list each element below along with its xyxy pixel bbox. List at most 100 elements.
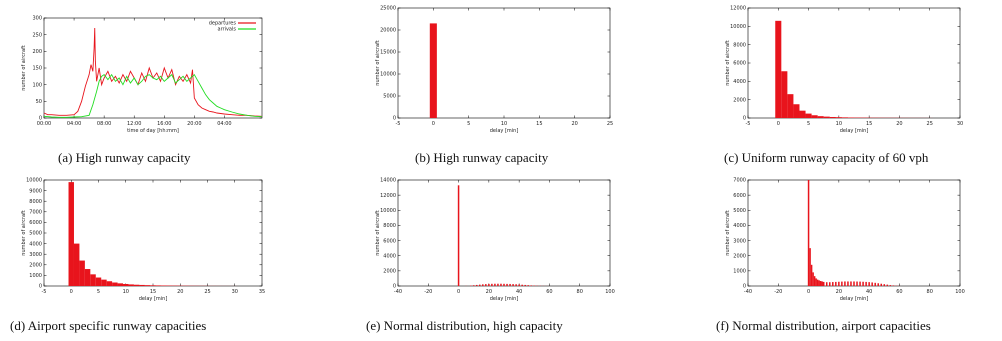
x-tick-label: 0	[70, 289, 73, 295]
bar	[793, 104, 800, 118]
x-tick-label: 20	[896, 121, 902, 127]
x-axis-label: time of day [hh:mm]	[127, 128, 179, 134]
y-tick-label: 2000	[733, 253, 746, 259]
y-tick-label: 10000	[730, 24, 746, 30]
bar	[889, 285, 892, 286]
x-tick-label: 12:00	[127, 121, 141, 127]
x-tick-label: -40	[394, 289, 402, 295]
bar	[106, 281, 113, 286]
bar	[799, 110, 806, 118]
bar	[886, 284, 889, 286]
bar	[829, 282, 831, 286]
y-tick-label: 250	[32, 32, 42, 38]
chart-f-svg: -40 -20 0 20 40 60 80 1000100020003000400050006…	[725, 178, 965, 302]
x-axis-label: delay [min]	[840, 128, 869, 134]
bar	[821, 281, 823, 286]
bar	[472, 285, 475, 286]
bar	[503, 283, 505, 286]
bar	[807, 180, 810, 286]
y-tick-label: 0	[39, 116, 42, 122]
bar	[815, 278, 817, 286]
x-tick-label: 0	[777, 121, 780, 127]
bar	[835, 117, 842, 118]
y-tick-label: 6000	[733, 61, 746, 67]
x-tick-label: 04:00	[67, 121, 81, 127]
bar	[847, 117, 854, 118]
bar	[482, 284, 484, 286]
x-axis-label: delay [min]	[840, 296, 869, 302]
x-tick-label: 100	[955, 289, 965, 295]
y-tick-label: 0	[743, 284, 746, 290]
chart-a: 00:00 04:00 08:00 12:00 16:00 20:00 04:00 0 50 10…	[14, 12, 272, 142]
bar	[457, 185, 460, 286]
bar	[73, 243, 80, 286]
x-tick-label: 40	[866, 289, 872, 295]
y-tick-label: 6000	[733, 193, 746, 199]
x-tick-label: 16:00	[157, 121, 171, 127]
bar	[805, 113, 812, 118]
y-tick-label: 3000	[733, 238, 746, 244]
x-tick-label: 25	[927, 121, 933, 127]
bar	[117, 283, 124, 286]
bar	[810, 264, 813, 286]
caption-e: (e) Normal distribution, high capacity	[366, 318, 563, 333]
y-tick-label: 0	[39, 284, 42, 290]
x-tick-label: 0	[807, 289, 810, 295]
bar	[68, 182, 74, 286]
x-tick-label: -20	[774, 289, 782, 295]
bar	[813, 276, 816, 286]
bar	[775, 20, 782, 118]
y-tick-label: 5000	[29, 231, 42, 237]
bar	[832, 282, 834, 286]
bar	[868, 282, 870, 286]
y-tick-label: 2000	[733, 97, 746, 103]
x-tick-label: 80	[577, 289, 583, 295]
bar	[892, 285, 895, 286]
x-tick-label: -40	[744, 289, 752, 295]
y-tick-label: 4000	[383, 253, 396, 259]
bar	[128, 284, 134, 286]
bar	[101, 279, 107, 286]
y-tick-label: 2000	[29, 263, 42, 269]
x-tick-label: 15	[150, 289, 156, 295]
bar	[847, 281, 849, 286]
y-tick-label: 0	[393, 284, 396, 290]
chart-b-svg: -5 0 5 10 15 20 250500010000150002000025000del…	[375, 6, 613, 134]
bar	[509, 283, 511, 286]
plot-frame	[397, 7, 611, 119]
x-tick-label: 10	[501, 121, 507, 127]
y-tick-label: 12000	[380, 193, 396, 199]
caption-a: (a) High runway capacity	[58, 150, 191, 165]
y-tick-label: 8000	[383, 223, 396, 229]
y-tick-label: 300	[32, 16, 42, 22]
bar	[521, 284, 523, 286]
y-tick-label: 0	[743, 116, 746, 122]
bar	[506, 283, 508, 286]
x-tick-label: -5	[396, 121, 401, 127]
chart-e: -40 -20 0 20 40 60 80 100 0 2000 4000 6000 8000 10000…	[366, 174, 622, 304]
x-tick-label: 15	[866, 121, 872, 127]
y-tick-label: 200	[32, 49, 42, 55]
bar	[877, 283, 879, 286]
bar	[865, 281, 867, 286]
x-tick-label: -20	[424, 289, 432, 295]
x-tick-label: 20	[177, 289, 183, 295]
bar	[161, 285, 167, 286]
bar	[144, 285, 151, 286]
chart-c: -5 0 5 10 15 20 25 30 0 2000 4000 6000 8000 10000 1200…	[718, 2, 972, 134]
bar	[79, 260, 85, 286]
y-tick-label: 6000	[383, 238, 396, 244]
y-tick-label: 0	[393, 116, 396, 122]
x-tick-label: 30	[957, 121, 963, 127]
bar	[485, 284, 487, 286]
plot-area: -5 0 5 10 15 20 25 3002000400060008000100001200…	[725, 6, 963, 134]
bar	[850, 281, 852, 286]
chart-f: -40 -20 0 20 40 60 80 100 0 1000 2000 3000 4000 5000 6…	[718, 174, 972, 304]
x-tick-label: 25	[607, 121, 613, 127]
plot-area: -5 0 5 10 15 20 25 30 35010002000300040005000600…	[21, 178, 265, 302]
y-tick-label: 20000	[380, 28, 396, 34]
y-tick-label: 15000	[380, 50, 396, 56]
bar	[781, 71, 788, 118]
chart-d: -5 0 5 10 15 20 25 30 35 0 1000 2000 3000 4000 5000 600…	[14, 174, 272, 304]
bar	[479, 284, 481, 286]
